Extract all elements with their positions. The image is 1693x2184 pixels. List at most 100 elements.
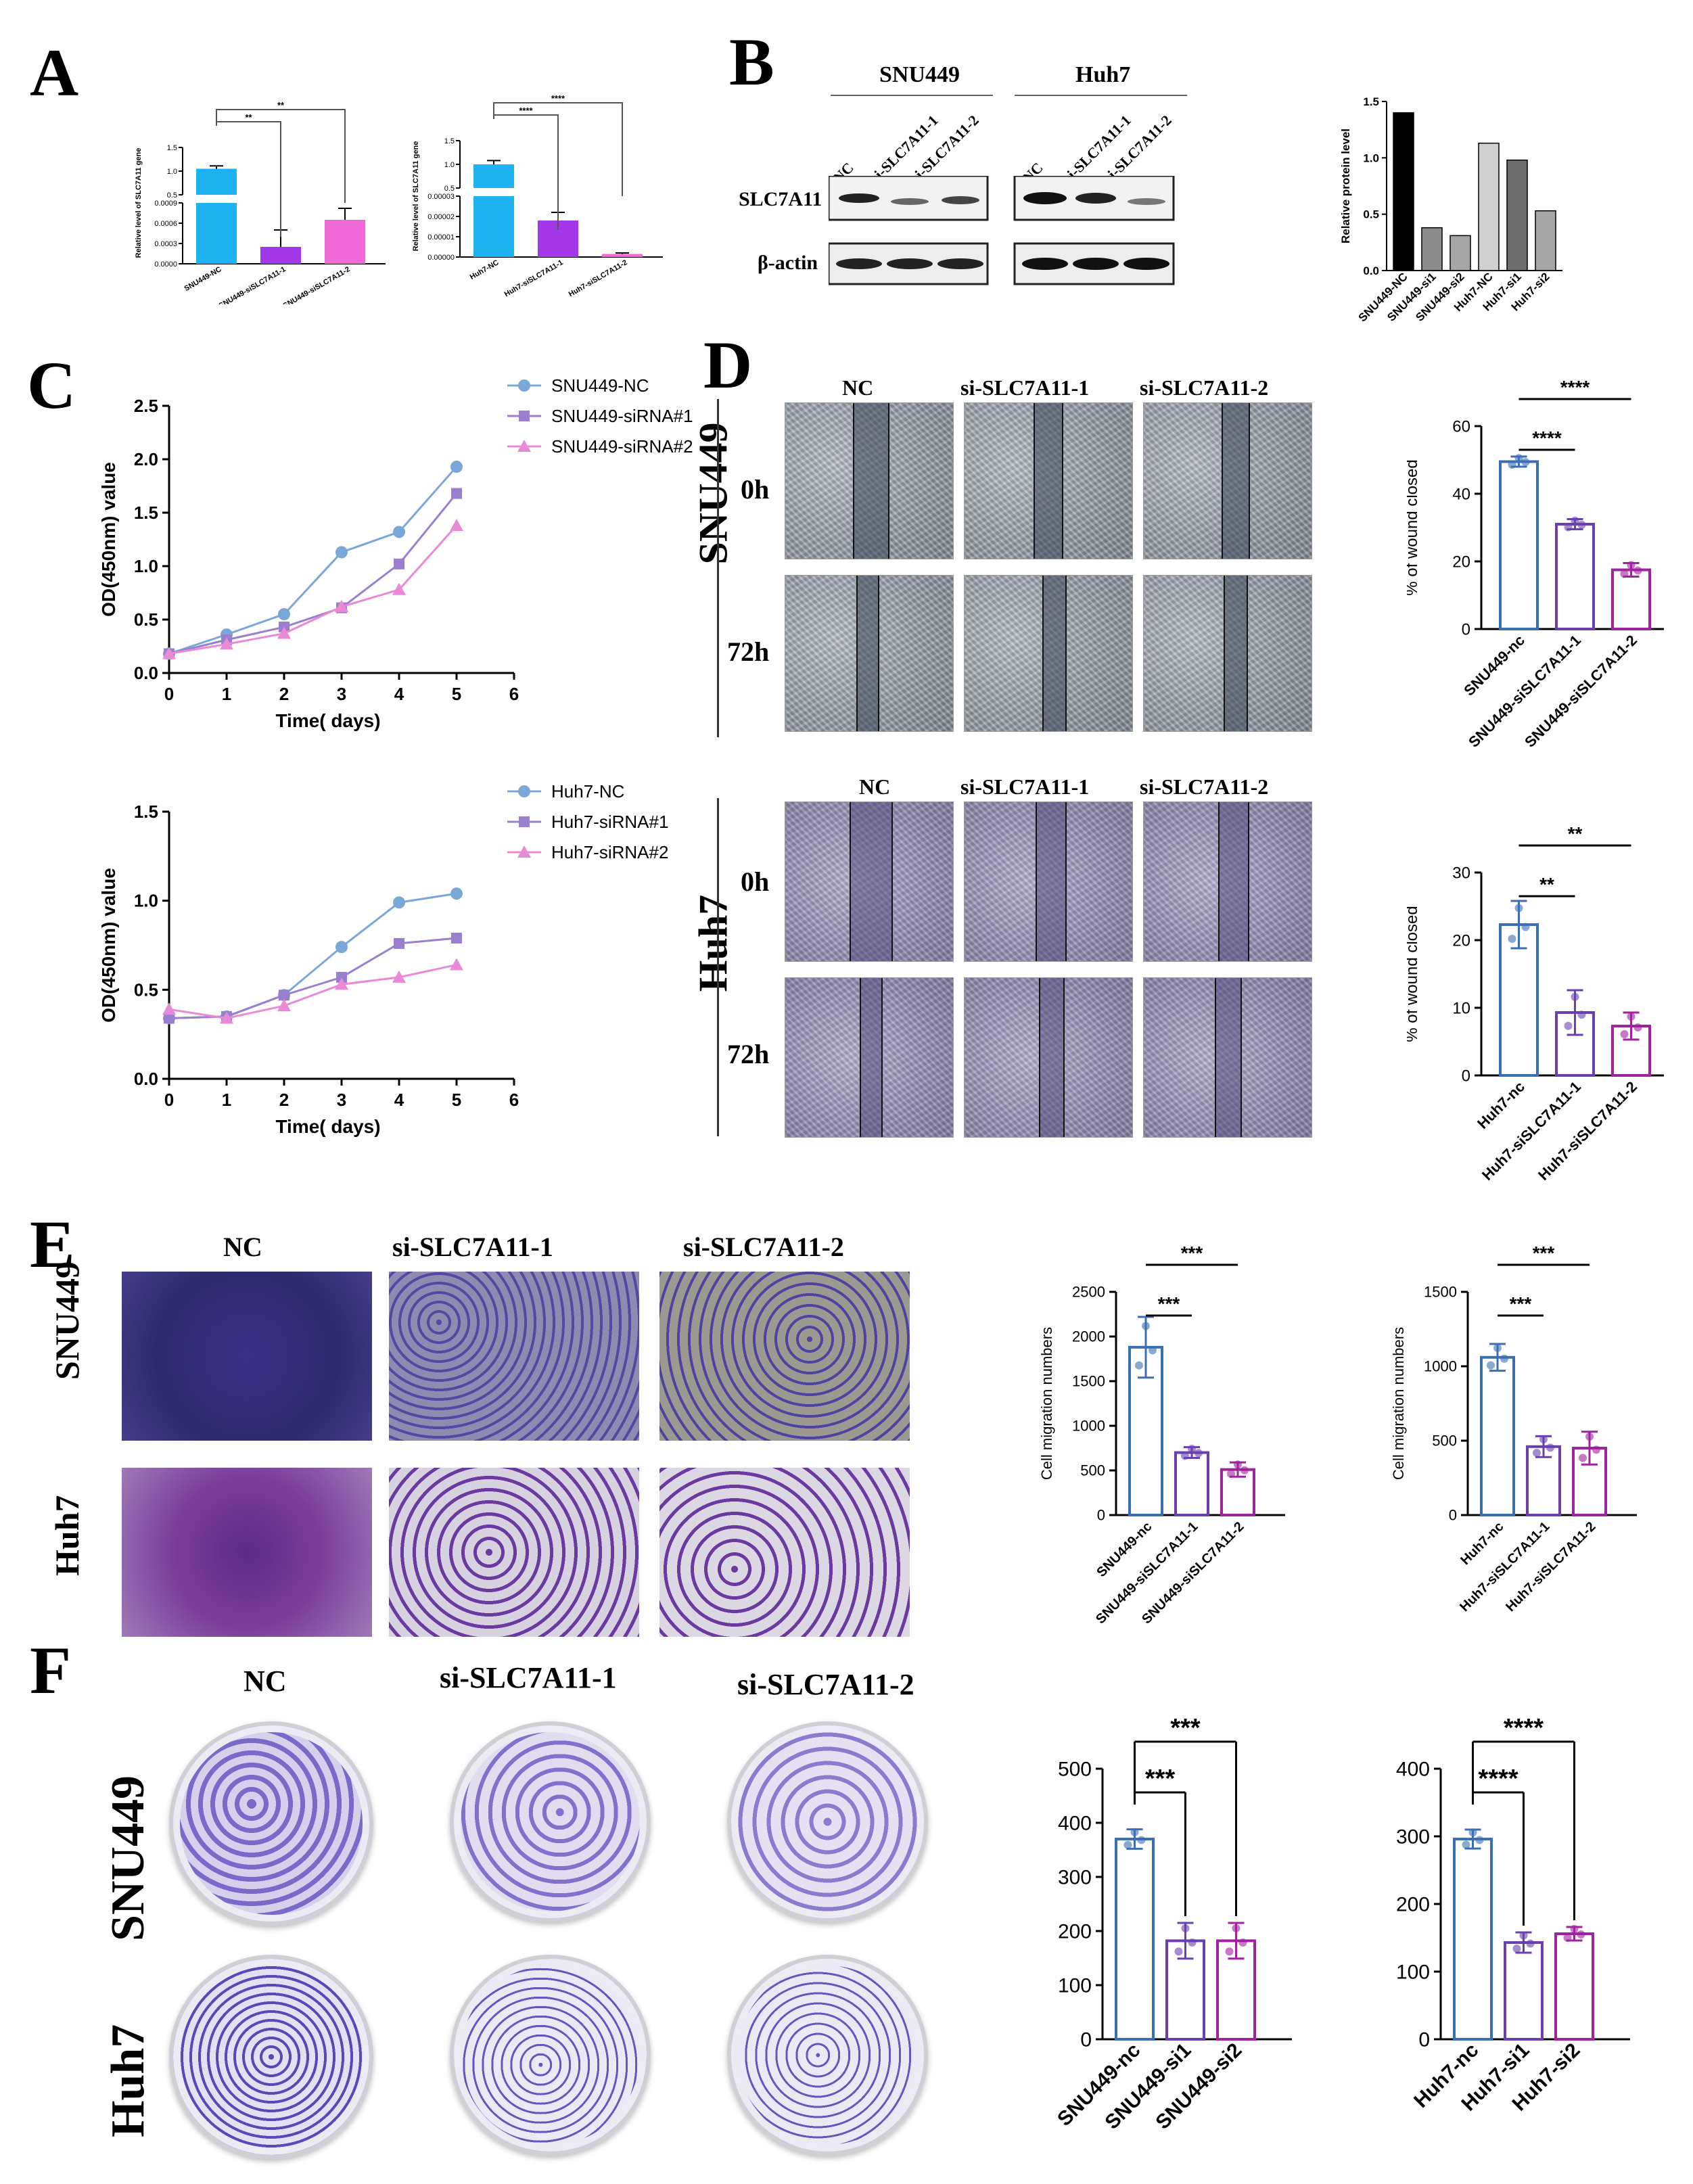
data-point	[450, 887, 463, 900]
data-point	[1188, 1445, 1196, 1454]
wound-image	[785, 402, 954, 559]
y-axis-label: % of wound closed	[1407, 906, 1421, 1042]
data-point	[1238, 1938, 1247, 1947]
bar	[1555, 523, 1595, 630]
wb-huh-label: Huh7	[1075, 62, 1131, 87]
data-point	[1633, 1023, 1642, 1031]
data-point	[1533, 1449, 1541, 1458]
y-tick-label: 1.5	[134, 503, 158, 523]
panel-label-e: E	[30, 1207, 75, 1282]
d-time-0h-bottom: 0h	[741, 866, 770, 897]
chart-e-left: 0 500 1000 1500 2000 2500 Cell migration numbe…	[1038, 1242, 1285, 1627]
legend-label: SNU449-NC	[551, 375, 649, 396]
x-tick-label: 5	[452, 1090, 461, 1110]
data-point	[335, 600, 348, 613]
data-point	[162, 647, 176, 659]
sig-label: ****	[1478, 1765, 1518, 1793]
y-tick-label: 0	[1080, 2029, 1092, 2051]
panel-label-c: C	[27, 348, 76, 423]
bar	[1554, 1932, 1594, 2041]
series-line	[168, 937, 457, 1019]
x-tick-label: 0	[164, 684, 174, 704]
data-point	[1627, 1013, 1636, 1021]
data-point	[1225, 1947, 1234, 1956]
y-tick-label: 0	[1462, 620, 1470, 638]
data-point	[393, 896, 405, 909]
y-tick-label: 200	[1058, 1921, 1092, 1943]
y-tick-label: 1.0	[444, 161, 455, 169]
data-point	[1627, 561, 1636, 570]
legend-label: Huh7-siRNA#2	[551, 842, 668, 862]
bar	[325, 220, 365, 264]
y-tick-label: 1.5	[1363, 95, 1379, 108]
data-point	[1493, 1343, 1502, 1352]
transwell-image	[122, 1272, 372, 1441]
bar	[473, 164, 514, 188]
y-axis-label: Relative level of SLC7A11 gene	[135, 148, 143, 258]
y-tick-label: 500	[1058, 1759, 1092, 1781]
y-tick-label: 1.0	[134, 891, 158, 911]
data-point	[1487, 1361, 1495, 1370]
y-axis-label: Cell migration numbers	[1390, 1327, 1407, 1480]
data-point	[1571, 516, 1579, 525]
data-point	[1526, 1939, 1535, 1948]
sig-label: ***	[1181, 1242, 1203, 1263]
y-tick-label: 400	[1396, 1759, 1430, 1781]
x-tick-label: Huh7-siSLC7A11-1	[503, 258, 565, 298]
colony-dish	[169, 1721, 373, 1926]
data-point	[162, 1002, 176, 1015]
y-tick-label: 0	[1462, 1067, 1470, 1085]
legend-marker	[519, 411, 530, 421]
d-cell-huh: Huh7	[691, 894, 736, 992]
y-tick-label: 200	[1396, 1894, 1430, 1916]
wound-image	[785, 801, 954, 962]
data-point	[1579, 1454, 1587, 1462]
data-point	[1508, 935, 1516, 943]
colony-dish	[450, 1721, 651, 1922]
sig-label: ***	[1533, 1242, 1555, 1263]
bar	[1174, 1451, 1209, 1517]
wound-image	[785, 977, 954, 1138]
panel-label-b: B	[729, 24, 774, 99]
y-tick-label: 0.0	[134, 663, 158, 683]
y-tick-label: 0.00001	[427, 233, 455, 241]
panel-label-d: D	[703, 327, 753, 402]
panel-label-f: F	[30, 1633, 72, 1708]
sig-label: **	[245, 112, 252, 122]
y-axis-label: Cell migration numbers	[1038, 1327, 1055, 1480]
bar	[1453, 1838, 1493, 2041]
data-point	[335, 941, 348, 954]
bar	[1421, 227, 1443, 271]
sig-label: **	[1539, 874, 1554, 895]
data-point	[1571, 992, 1579, 1001]
colony-dish	[450, 1955, 651, 2156]
x-axis-label: Time( days)	[275, 710, 380, 731]
wound-image	[1143, 977, 1312, 1138]
data-point	[392, 582, 406, 595]
data-point	[1234, 1460, 1242, 1469]
wb-snu-underline	[831, 95, 993, 96]
d-col-nc-top: NC	[842, 375, 874, 400]
data-point	[1620, 1030, 1629, 1038]
legend-marker	[517, 845, 531, 858]
y-tick-label: 500	[1080, 1462, 1105, 1479]
data-point	[1130, 1828, 1139, 1836]
wb-row-slc7a11: SLC7A11	[739, 188, 822, 210]
data-point	[1563, 1934, 1572, 1942]
data-point	[1546, 1443, 1554, 1452]
series-line	[168, 524, 458, 655]
data-point	[1564, 1021, 1573, 1030]
d-cell-snu: SNU449	[691, 422, 736, 565]
legend-marker	[519, 816, 530, 827]
data-point	[451, 932, 462, 944]
y-tick-label: 0.5	[134, 979, 158, 1000]
x-tick-label: 4	[394, 684, 404, 704]
data-point	[1577, 520, 1586, 529]
wound-image	[1143, 575, 1312, 732]
y-tick-label: 0.5	[444, 185, 455, 193]
sig-label: ****	[1560, 377, 1590, 398]
y-tick-label: 40	[1452, 485, 1470, 503]
e-col-si1: si-SLC7A11-1	[392, 1232, 553, 1262]
data-point	[335, 546, 348, 559]
sig-label: ***	[1510, 1293, 1532, 1314]
